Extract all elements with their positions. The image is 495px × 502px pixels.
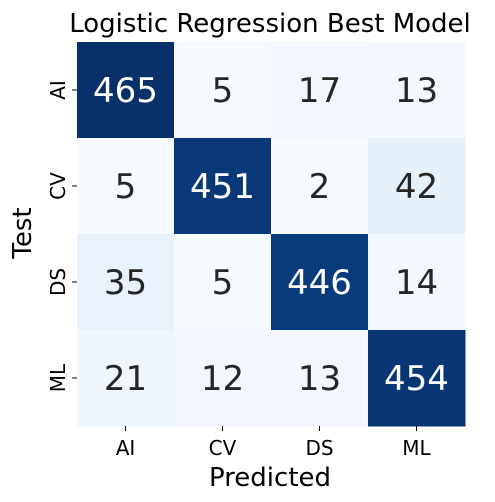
x-tick-label: DS	[305, 436, 333, 460]
cell-value-label: 13	[395, 71, 438, 111]
cell-value-label: 2	[309, 167, 331, 207]
x-tick-label: ML	[402, 436, 431, 460]
heatmap-cell	[77, 42, 175, 139]
cell-value-label: 446	[287, 263, 352, 303]
cell-value-label: 465	[93, 71, 158, 111]
heatmap-cell	[174, 138, 272, 235]
heatmap-cell	[368, 42, 466, 139]
chart-title: Logistic Regression Best Model	[69, 9, 471, 39]
cell-value-label: 35	[104, 263, 147, 303]
x-axis-label: Predicted	[209, 463, 331, 493]
heatmap-cell	[77, 234, 175, 331]
cell-value-label: 5	[212, 263, 234, 303]
heatmap-cell	[271, 42, 369, 139]
y-tick-labels: AI CV DS ML	[46, 80, 77, 392]
y-axis-label: Test	[8, 207, 38, 259]
x-tick-labels: AI CV DS ML	[116, 426, 432, 460]
y-tick-label: ML	[46, 363, 70, 392]
heatmap-cell	[174, 330, 272, 427]
heatmap-cell	[368, 330, 466, 427]
cell-value-label: 42	[395, 167, 438, 207]
cell-value-label: 451	[190, 167, 255, 207]
cell-value-label: 13	[298, 359, 341, 399]
y-tick-label: CV	[46, 172, 70, 200]
cell-value-label: 12	[201, 359, 244, 399]
heatmap-cell	[271, 330, 369, 427]
heatmap-cell	[77, 138, 175, 235]
heatmap-cell	[368, 138, 466, 235]
x-tick-label: CV	[209, 436, 237, 460]
y-tick-label: DS	[46, 268, 70, 296]
heatmap-cell	[77, 330, 175, 427]
cell-value-label: 5	[115, 167, 137, 207]
heatmap-cell	[174, 42, 272, 139]
cell-value-label: 21	[104, 359, 147, 399]
cell-value-label: 5	[212, 71, 234, 111]
y-tick-label: AI	[46, 80, 70, 100]
cell-value-label: 454	[384, 359, 449, 399]
cell-value-label: 17	[298, 71, 341, 111]
heatmap-cells: 465 5 17 13 5 451 2 42 35 5 446 14 21 12 13 454	[77, 42, 466, 427]
heatmap-cell	[174, 234, 272, 331]
x-tick-label: AI	[116, 436, 136, 460]
heatmap-cell	[368, 234, 466, 331]
heatmap-cell	[271, 234, 369, 331]
heatmap-cell	[271, 138, 369, 235]
cell-value-label: 14	[395, 263, 438, 303]
